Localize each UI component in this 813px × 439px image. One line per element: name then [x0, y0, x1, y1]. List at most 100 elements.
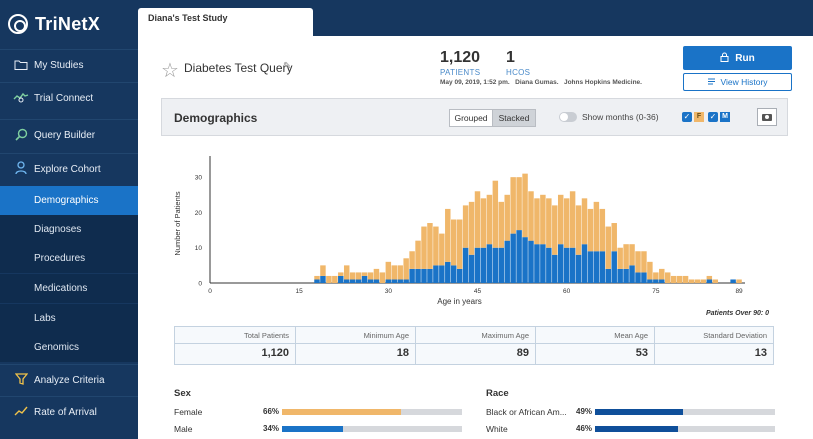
bar-male	[367, 279, 374, 283]
sidebar-item-analyze-criteria[interactable]: Analyze Criteria	[0, 364, 138, 395]
bar-female	[522, 173, 528, 238]
bar-female	[504, 194, 510, 241]
sidebar-subitem-genomics[interactable]: Genomics	[0, 333, 138, 362]
bar-female	[326, 275, 332, 283]
bar-female	[492, 180, 499, 248]
bar-female	[605, 226, 612, 269]
sidebar-item-label: Rate of Arrival	[34, 406, 97, 418]
pencil-icon[interactable]: ✎	[283, 61, 292, 72]
y-axis-label: Number of Patients	[173, 191, 182, 255]
sex-bar-fill	[282, 426, 344, 432]
view-history-button[interactable]: View History	[683, 73, 792, 91]
sex-bar-track	[282, 409, 462, 415]
bar-male	[409, 268, 415, 283]
search-icon	[8, 128, 34, 144]
y-tick-label: 30	[195, 175, 203, 182]
bar-female	[623, 244, 629, 269]
bar-female	[563, 198, 570, 248]
bar-male	[462, 247, 469, 283]
age-histogram: 0 10 20 30 0 15 30 45 60 75 89 Age in years Number o…	[173, 156, 745, 306]
trial-connect-icon	[8, 92, 34, 106]
bar-male	[653, 279, 659, 283]
query-date: May 09, 2019, 1:52 pm.	[440, 79, 510, 86]
bar-male	[593, 251, 600, 283]
bar-female	[391, 265, 398, 280]
bar-male	[320, 275, 326, 283]
run-button[interactable]: Run	[683, 46, 792, 70]
bar-female	[314, 275, 320, 280]
sidebar-subitem-demographics[interactable]: Demographics	[0, 186, 138, 215]
bar-female	[421, 226, 427, 269]
camera-button[interactable]	[757, 108, 777, 126]
bar-female	[320, 265, 326, 276]
bar-female	[510, 177, 516, 234]
bar-female	[682, 275, 689, 283]
bar-male	[569, 247, 576, 283]
x-tick-label: 75	[652, 288, 660, 295]
bar-male	[599, 251, 606, 283]
app-name: TriNetX	[35, 13, 101, 34]
tab-study[interactable]: Diana's Test Study	[138, 8, 313, 36]
summary-value: 18	[396, 347, 409, 359]
grouped-button[interactable]: Grouped	[449, 109, 493, 127]
filter-icon	[8, 372, 34, 388]
summary-cell-min-age: Minimum Age 18	[296, 327, 416, 364]
bar-female	[373, 268, 380, 280]
query-meta: May 09, 2019, 1:52 pm. Diana Gumas. John…	[440, 79, 642, 86]
bar-female	[516, 177, 522, 231]
summary-value: 13	[754, 347, 767, 359]
sidebar-subitem-labs[interactable]: Labs	[0, 304, 138, 333]
race-bar-fill	[595, 409, 684, 415]
bar-male	[617, 268, 623, 283]
sex-row-pct: 34%	[263, 424, 280, 433]
sidebar-item-my-studies[interactable]: My Studies	[0, 49, 138, 81]
bar-male	[415, 268, 421, 283]
show-months-toggle[interactable]	[559, 112, 577, 122]
sidebar-item-label: Trial Connect	[34, 93, 94, 104]
sex-row-label: Male	[174, 424, 193, 434]
male-checkbox[interactable]: ✓	[708, 112, 718, 122]
summary-cell-mean-age: Mean Age 53	[536, 327, 655, 364]
sidebar-item-label: Explore Cohort	[34, 164, 101, 175]
bar-male	[635, 272, 641, 283]
bar-male	[445, 261, 451, 283]
bar-female	[540, 194, 546, 245]
bar-female	[343, 265, 350, 280]
sidebar-item-explore-cohort[interactable]: Explore Cohort	[0, 153, 138, 185]
run-label: Run	[735, 52, 755, 64]
bar-female	[557, 194, 564, 245]
race-row-pct: 49%	[576, 407, 593, 416]
bar-male	[474, 247, 481, 283]
y-tick-label: 20	[195, 210, 203, 217]
camera-icon	[762, 113, 772, 121]
summary-header: Total Patients	[243, 331, 289, 340]
star-icon[interactable]: ☆	[161, 60, 179, 82]
bar-male	[557, 244, 564, 283]
sidebar-subitem-procedures[interactable]: Procedures	[0, 244, 138, 273]
sidebar-subitem-medications[interactable]: Medications	[0, 274, 138, 303]
sidebar-subitem-diagnoses[interactable]: Diagnoses	[0, 215, 138, 244]
bar-male	[361, 275, 368, 283]
lock-icon	[720, 52, 729, 65]
bar-female	[670, 275, 677, 283]
patients-over-90: Patients Over 90: 0	[706, 310, 770, 317]
x-axis-label: Age in years	[437, 297, 481, 306]
bar-female	[498, 201, 505, 248]
bar-female	[611, 223, 617, 252]
stacked-button[interactable]: Stacked	[492, 109, 536, 127]
bar-female	[546, 198, 552, 248]
bar-male	[314, 279, 320, 283]
race-bar-fill	[595, 426, 678, 432]
sidebar-item-trial-connect[interactable]: Trial Connect	[0, 82, 138, 114]
trend-icon	[8, 405, 34, 419]
sidebar-item-query-builder[interactable]: Query Builder	[0, 119, 138, 151]
bar-male	[385, 279, 392, 283]
bar-female	[338, 272, 344, 276]
bar-female	[736, 279, 742, 283]
bar-female	[653, 272, 659, 280]
bar-female	[599, 208, 606, 252]
bar-female	[575, 205, 582, 255]
query-user: Diana Gumas.	[515, 79, 559, 86]
sidebar-item-rate-of-arrival[interactable]: Rate of Arrival	[0, 396, 138, 427]
female-checkbox[interactable]: ✓	[682, 112, 692, 122]
